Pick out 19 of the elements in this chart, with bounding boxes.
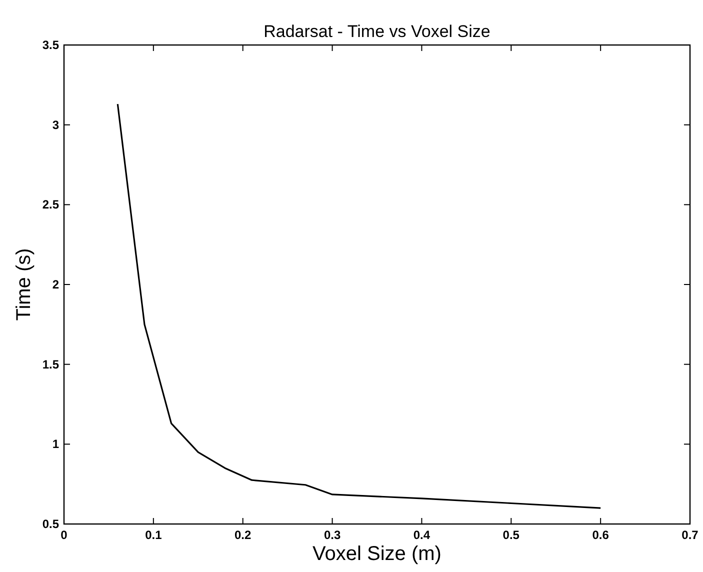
y-axis-title: Time (s) — [13, 248, 35, 321]
y-tick-label: 2.5 — [42, 198, 60, 212]
y-tick-label: 3 — [52, 118, 60, 132]
x-tick-label: 0 — [60, 528, 68, 542]
chart-title: Radarsat - Time vs Voxel Size — [264, 22, 490, 41]
y-tick-label: 3.5 — [42, 38, 60, 52]
y-tick-label: 1.5 — [42, 357, 60, 372]
line-series — [116, 103, 602, 509]
x-axis-title: Voxel Size (m) — [312, 543, 442, 565]
y-tick-label: 0.5 — [42, 517, 60, 531]
x-tick-label: 0.3 — [324, 528, 341, 542]
x-tick-label: 0.6 — [592, 528, 610, 542]
y-tick-label: 1 — [52, 437, 60, 452]
x-tick-label: 0.1 — [145, 528, 162, 542]
y-tick-label: 2 — [52, 278, 60, 292]
x-tick-label: 0.4 — [413, 528, 430, 542]
x-tick-label: 0.7 — [682, 528, 699, 542]
x-tick-label: 0.2 — [234, 528, 252, 542]
x-tick-label: 0.5 — [502, 528, 520, 542]
